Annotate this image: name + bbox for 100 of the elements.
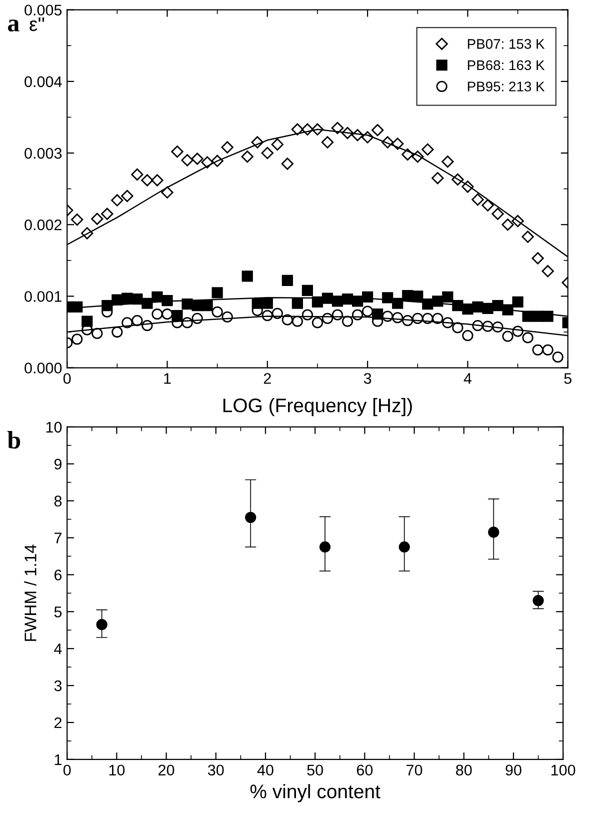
- point: [512, 296, 524, 308]
- point: [361, 131, 374, 144]
- point: [192, 312, 203, 324]
- point: [262, 298, 273, 309]
- point: [442, 156, 454, 168]
- point: [331, 122, 344, 134]
- point: [432, 312, 444, 324]
- point: [292, 298, 303, 309]
- point: [402, 315, 414, 326]
- point: [242, 270, 253, 282]
- y-axis-title: ε'': [30, 17, 44, 32]
- point: [492, 321, 504, 333]
- point: [352, 309, 364, 320]
- point: [161, 186, 174, 199]
- point: [122, 317, 133, 328]
- x-tick-label: 60: [356, 764, 373, 776]
- x-tick-label: 20: [158, 764, 174, 776]
- x-tick-label: 70: [406, 764, 422, 776]
- point: [282, 314, 293, 326]
- point: [212, 287, 223, 298]
- point: [245, 512, 256, 523]
- x-tick-label: 5: [564, 373, 572, 384]
- point: [302, 284, 314, 296]
- point: [472, 320, 484, 332]
- point: [452, 173, 464, 186]
- point: [162, 308, 173, 320]
- point: [302, 309, 314, 320]
- point: [262, 310, 273, 322]
- point: [512, 326, 524, 337]
- y-tick-label: 4: [54, 644, 62, 654]
- point: [281, 158, 294, 170]
- point: [472, 193, 484, 206]
- point: [482, 199, 494, 212]
- point: [101, 208, 114, 220]
- point: [111, 194, 124, 206]
- point: [351, 129, 364, 142]
- x-tick-label: 10: [109, 764, 125, 776]
- point: [362, 306, 374, 317]
- point: [392, 312, 404, 324]
- point: [502, 218, 514, 231]
- point: [292, 316, 303, 327]
- point: [241, 150, 254, 163]
- x-tick-label: 40: [257, 764, 274, 776]
- x-tick-label: 90: [506, 764, 522, 776]
- y-tick-label: 1: [54, 754, 62, 765]
- x-tick-label: 1: [164, 373, 171, 384]
- y-tick-label: 0.005: [24, 4, 62, 16]
- y-tick-label: 0.001: [24, 291, 62, 302]
- point: [291, 123, 304, 136]
- point: [322, 312, 334, 324]
- point: [92, 328, 103, 339]
- x-tick-label: 0: [63, 373, 71, 384]
- point: [82, 316, 93, 327]
- chart-title: b: [8, 431, 20, 449]
- point: [201, 156, 214, 168]
- point: [319, 541, 331, 553]
- y-tick-label: 3: [54, 680, 62, 692]
- y-tick-label: 8: [54, 496, 62, 506]
- point: [542, 310, 554, 322]
- point: [341, 126, 354, 140]
- point: [96, 619, 108, 630]
- y-tick-label: 0.000: [24, 362, 62, 374]
- x-tick-label: 3: [364, 373, 372, 384]
- point: [522, 230, 534, 243]
- point: [422, 312, 434, 324]
- point: [141, 174, 154, 186]
- point: [492, 208, 504, 220]
- x-tick-label: 0: [63, 764, 71, 776]
- chart-title: a: [8, 20, 20, 32]
- point: [532, 252, 544, 264]
- point: [412, 290, 424, 302]
- point: [512, 214, 524, 228]
- point: [71, 214, 84, 226]
- point: [202, 300, 213, 312]
- point: [182, 317, 193, 328]
- point: [251, 136, 264, 148]
- y-tick-label: 0.003: [24, 148, 62, 159]
- point: [191, 152, 204, 165]
- x-tick-label: 30: [208, 764, 224, 776]
- point: [91, 212, 104, 225]
- point: [72, 334, 83, 345]
- x-tick-label: 4: [464, 373, 472, 384]
- legend-label: PB95: 213 K: [468, 82, 545, 92]
- point: [532, 595, 544, 606]
- point: [171, 146, 184, 158]
- point: [181, 154, 194, 166]
- point: [552, 352, 564, 363]
- point: [312, 317, 324, 328]
- point: [382, 310, 394, 322]
- legend-label: PB68: 163 K: [468, 60, 545, 70]
- point: [152, 308, 163, 320]
- point: [162, 294, 173, 306]
- point: [271, 138, 284, 151]
- point: [381, 136, 394, 148]
- point: [342, 316, 354, 327]
- x-tick-label: 100: [551, 764, 576, 776]
- point: [131, 168, 144, 181]
- y-tick-label: 9: [54, 458, 62, 470]
- point: [462, 180, 474, 193]
- point: [422, 143, 434, 156]
